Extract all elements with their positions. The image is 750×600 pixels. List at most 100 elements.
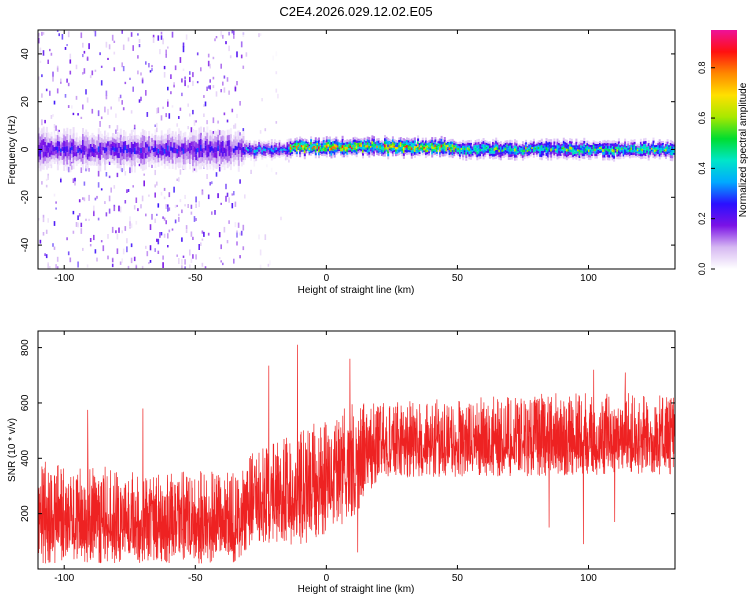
- spectrogram-noise-cell: [41, 181, 43, 185]
- spectrogram-band-cell: [655, 153, 658, 156]
- spectrogram-band-cell: [605, 145, 608, 148]
- spectrogram-band-cell: [351, 141, 353, 144]
- spectrogram-band-cell: [396, 142, 399, 145]
- spectrogram-band-cell: [181, 143, 184, 148]
- spectrogram-band-cell: [473, 151, 476, 153]
- spectrogram-band-cell: [404, 147, 407, 150]
- spectrogram-band-cell: [80, 161, 83, 166]
- spectrogram-noise-cell: [236, 231, 238, 238]
- spectrogram-band-cell: [329, 150, 331, 154]
- spectrogram-band-cell: [211, 146, 213, 151]
- spectrogram-band-cell: [518, 145, 521, 147]
- spectrogram-noise-cell: [288, 159, 290, 163]
- spectrogram-noise-cell: [214, 210, 216, 215]
- spectrogram-noise-cell: [196, 81, 199, 84]
- spectrogram-band-cell: [379, 144, 382, 147]
- spectrogram-band-cell: [256, 149, 259, 152]
- spectrogram-band-cell: [499, 152, 502, 155]
- spectrogram-band-cell: [47, 157, 50, 163]
- spectrogram-band-cell: [636, 149, 639, 152]
- spectrogram-band-cell: [577, 153, 579, 156]
- spectrogram-band-cell: [547, 151, 550, 155]
- spectrogram-noise-cell: [39, 47, 42, 53]
- spectrogram-band-cell: [67, 152, 70, 157]
- spectrogram-noise-cell: [124, 200, 127, 204]
- spectrogram-noise-cell: [121, 258, 123, 263]
- spectrogram-band-cell: [431, 137, 434, 140]
- spectrogram-band-cell: [595, 156, 598, 159]
- spectrogram-band-cell: [168, 151, 171, 158]
- spectrogram-band-cell: [512, 151, 515, 154]
- spectrogram-band-cell: [641, 141, 644, 144]
- spectrogram-band-cell: [325, 139, 328, 143]
- spectrogram-band-cell: [429, 139, 432, 142]
- spectrogram-band-cell: [561, 141, 564, 144]
- spectrogram-band-cell: [64, 146, 67, 152]
- spectrogram-band-cell: [170, 146, 173, 151]
- spectrogram-band-cell: [275, 149, 278, 153]
- spectrogram-band-cell: [649, 149, 652, 152]
- spectrogram-band-cell: [646, 146, 649, 149]
- spectrogram-band-cell: [332, 153, 335, 156]
- spectrogram-band-cell: [223, 158, 226, 165]
- spectrogram-band-cell: [341, 135, 344, 139]
- spectrogram-band-cell: [476, 151, 479, 155]
- spectrogram-band-cell: [288, 144, 291, 147]
- spectrogram-band-cell: [588, 149, 590, 152]
- spectrogram-band-cell: [434, 144, 437, 147]
- spectrogram-band-cell: [97, 146, 100, 153]
- spectrogram-band-cell: [672, 144, 675, 147]
- spectrogram-band-cell: [159, 154, 162, 158]
- spectrogram-band-cell: [251, 143, 254, 146]
- spectrogram-noise-cell: [176, 123, 178, 127]
- spectrogram-band-cell: [374, 147, 377, 149]
- spectrogram-band-cell: [119, 140, 122, 147]
- spectrogram-band-cell: [417, 152, 420, 156]
- spectrogram-band-cell: [376, 152, 379, 155]
- spectrogram-band-cell: [170, 142, 173, 147]
- spectrogram-band-cell: [269, 155, 272, 158]
- spectrogram-band-cell: [318, 155, 320, 159]
- spectrogram-band-cell: [327, 137, 330, 140]
- spectrogram-band-cell: [322, 140, 325, 143]
- spectrogram-band-cell: [289, 147, 292, 150]
- spectrogram-band-cell: [599, 143, 601, 145]
- spectrogram-band-cell: [567, 144, 570, 147]
- spectrogram-band-cell: [291, 140, 294, 143]
- spectrogram-band-cell: [606, 151, 609, 155]
- spectrogram-band-cell: [133, 166, 136, 173]
- spectrogram-band-cell: [58, 146, 61, 151]
- spectrogram-band-cell: [672, 146, 675, 149]
- spectrogram-noise-cell: [115, 129, 117, 134]
- spectrogram-noise-cell: [195, 120, 197, 123]
- spectrogram-band-cell: [606, 154, 609, 158]
- spectrogram-band-cell: [577, 149, 579, 152]
- spectrogram-band-cell: [91, 156, 94, 161]
- spectrogram-band-cell: [358, 144, 361, 147]
- spectrogram-band-cell: [291, 153, 294, 157]
- spectrogram-band-cell: [93, 152, 95, 158]
- spectrogram-band-cell: [319, 143, 322, 146]
- spectrogram-band-cell: [603, 142, 606, 146]
- spectrogram-band-cell: [567, 149, 570, 152]
- spectrogram-noise-cell: [67, 31, 70, 38]
- spectrogram-band-cell: [457, 154, 460, 157]
- spectrogram-noise-cell: [239, 255, 241, 259]
- spectrogram-band-cell: [316, 140, 319, 143]
- spectrogram-band-cell: [50, 131, 53, 137]
- spectrogram-band-cell: [209, 129, 212, 136]
- spectrogram-band-cell: [104, 136, 107, 142]
- spectrogram-noise-cell: [108, 195, 111, 202]
- spectrogram-band-cell: [437, 149, 440, 152]
- spectrogram-band-cell: [407, 142, 410, 146]
- spectrogram-band-cell: [581, 145, 584, 149]
- spectrogram-band-cell: [56, 164, 59, 171]
- spectrogram-band-cell: [543, 150, 546, 153]
- spectrogram-band-cell: [237, 154, 240, 160]
- spectrogram-band-cell: [102, 143, 105, 147]
- spectrogram-band-cell: [477, 141, 480, 145]
- spectrogram-band-cell: [343, 150, 346, 153]
- spectrogram-band-cell: [137, 138, 140, 143]
- spectrogram-band-cell: [589, 155, 592, 158]
- spectrogram-band-cell: [523, 145, 526, 148]
